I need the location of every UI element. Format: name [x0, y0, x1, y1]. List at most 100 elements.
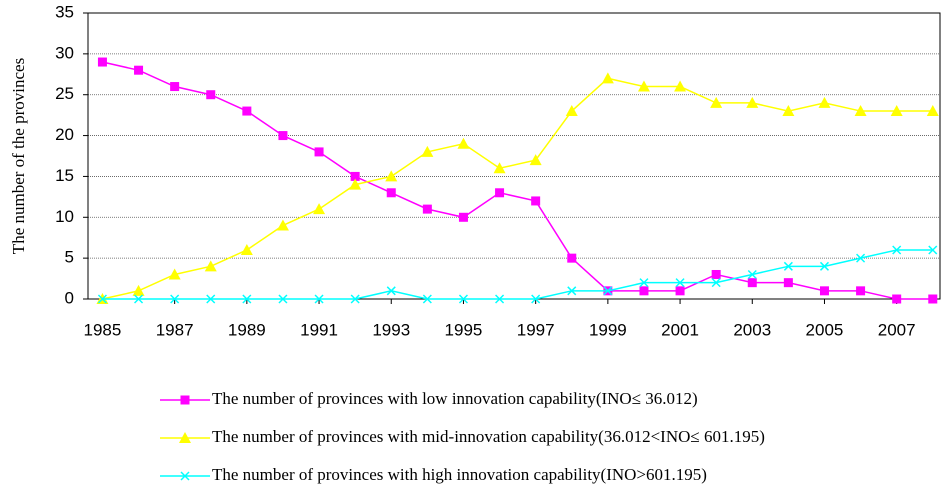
legend-marker [180, 395, 190, 405]
point [422, 204, 432, 214]
x-tick-label: 1991 [300, 320, 338, 339]
point [531, 294, 541, 304]
point [495, 188, 505, 198]
point [350, 171, 360, 181]
y-tick-label: 5 [65, 248, 74, 267]
point [386, 286, 396, 296]
point [385, 170, 398, 182]
legend-marker [179, 432, 191, 443]
point [278, 131, 288, 141]
point [458, 212, 468, 222]
point [421, 145, 434, 157]
point [819, 286, 829, 296]
point [495, 294, 505, 304]
x-tick-label: 1989 [228, 320, 266, 339]
point [747, 278, 757, 288]
point [313, 203, 326, 215]
point [711, 278, 721, 288]
point [349, 178, 362, 190]
point [422, 294, 432, 304]
x-tick-label: 1995 [445, 320, 483, 339]
point [711, 269, 721, 279]
point [675, 286, 685, 296]
series-line [102, 249, 933, 300]
x-tick-label: 1999 [589, 320, 627, 339]
point [890, 105, 903, 117]
y-tick-label: 0 [65, 288, 74, 307]
point [782, 105, 795, 117]
point [531, 196, 541, 206]
point [601, 72, 614, 84]
point [746, 96, 759, 108]
point [493, 162, 506, 174]
point [278, 294, 288, 304]
point [386, 188, 396, 198]
point [856, 253, 866, 263]
y-axis-label: The number of the provinces [9, 58, 28, 254]
legend-label: The number of provinces with low innovat… [212, 389, 698, 408]
point [206, 90, 216, 100]
point [170, 82, 180, 92]
point [134, 294, 144, 304]
x-tick-label: 2003 [733, 320, 771, 339]
point [674, 80, 687, 92]
x-tick-label: 1997 [517, 320, 555, 339]
point [892, 294, 902, 304]
y-tick-label: 25 [55, 84, 74, 103]
point [565, 105, 578, 117]
point [170, 294, 180, 304]
plot-frame [87, 12, 941, 300]
y-tick-label: 10 [55, 207, 74, 226]
point [818, 96, 831, 108]
point [134, 65, 144, 75]
point [819, 261, 830, 271]
x-tick-label: 2007 [878, 320, 916, 339]
x-tick-label: 1985 [84, 320, 122, 339]
point [529, 154, 542, 166]
point [783, 261, 793, 271]
x-tick-label: 1987 [156, 320, 194, 339]
series-line [102, 77, 933, 300]
x-tick-label: 1993 [372, 320, 410, 339]
point [710, 96, 723, 108]
point [242, 106, 252, 116]
series-line [102, 61, 933, 300]
point [603, 286, 613, 296]
point [314, 294, 324, 304]
y-tick-label: 30 [55, 43, 74, 62]
point [276, 219, 289, 231]
point [567, 253, 577, 263]
point [675, 278, 685, 288]
legend-label: The number of provinces with mid-innovat… [212, 427, 765, 446]
y-tick-label: 35 [55, 2, 74, 21]
point [926, 105, 939, 117]
point [928, 294, 938, 304]
point [854, 105, 867, 117]
point [97, 57, 107, 67]
point [639, 286, 649, 296]
point [350, 294, 360, 304]
point [242, 294, 252, 304]
point [132, 284, 145, 296]
point [458, 294, 468, 304]
legend-marker [180, 471, 190, 481]
point [240, 243, 253, 255]
x-tick-label: 2005 [806, 320, 844, 339]
point [168, 268, 181, 280]
y-tick-label: 20 [55, 125, 74, 144]
point [856, 286, 866, 296]
x-tick-label: 2001 [661, 320, 699, 339]
point [204, 260, 217, 272]
point [567, 286, 577, 296]
point [457, 137, 470, 149]
y-tick-label: 15 [55, 166, 74, 185]
point [928, 245, 938, 255]
point [639, 278, 649, 288]
point [206, 294, 216, 304]
point [314, 147, 324, 157]
point [747, 269, 757, 280]
point [637, 80, 650, 92]
point [783, 278, 793, 288]
legend-label: The number of provinces with high innova… [212, 465, 707, 484]
